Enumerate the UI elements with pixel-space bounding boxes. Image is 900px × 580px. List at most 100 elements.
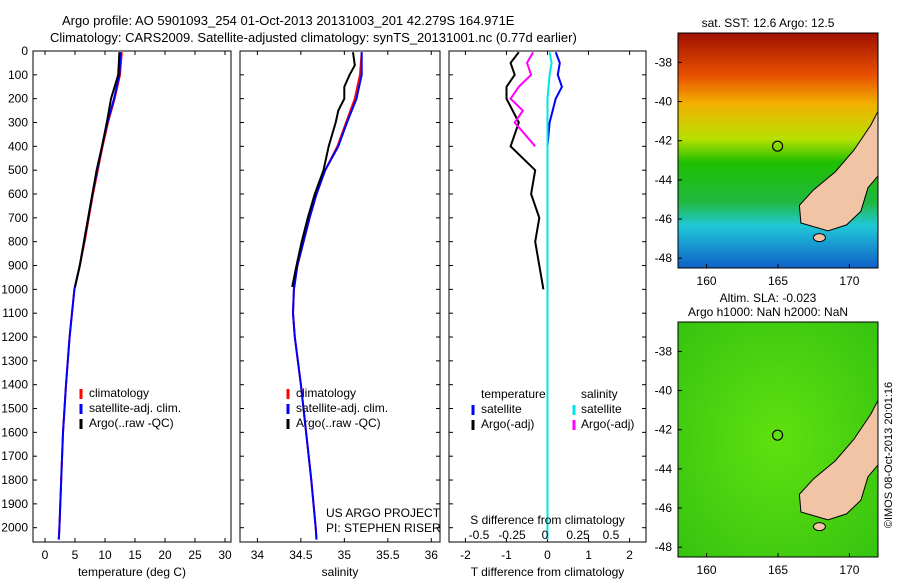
- x-tick-label: 1: [585, 548, 592, 562]
- sst-map-field: [677, 32, 879, 269]
- panel-difference: -2 -1 0 1 2T difference from climatology temp…: [448, 50, 647, 579]
- x-tick-label: 165: [768, 563, 788, 577]
- sst-map-landmass: [798, 111, 879, 232]
- y-tick-label: -46: [655, 501, 673, 515]
- y-tick-label: -40: [655, 95, 673, 109]
- y-tick-label: 1500: [1, 402, 28, 416]
- s-tick-label: -0.5: [469, 528, 490, 542]
- y-tick-label: 200: [8, 92, 28, 106]
- x-tick-label: 170: [839, 563, 859, 577]
- panel-salinity: 34 34.5 35 35.5 36 salinity climatologysatelli…: [239, 50, 441, 579]
- series-line-argo-raw-qc-: [291, 52, 356, 288]
- series-line-argo-adj-s: [509, 51, 536, 147]
- legend-title-temperature: temperature: [481, 387, 546, 401]
- header-line-2: Climatology: CARS2009. Satellite-adjuste…: [50, 30, 577, 45]
- sst-map-argo-marker: [771, 140, 784, 152]
- y-tick-label: -38: [655, 344, 673, 358]
- legend-label: Argo(-adj): [481, 417, 534, 431]
- y-tick-label: 100: [8, 68, 28, 82]
- s-tick-label: -0.25: [498, 528, 526, 542]
- x-tick-label: 25: [188, 548, 202, 562]
- y-tick-label: -38: [655, 55, 673, 69]
- x-tick-label: -2: [460, 548, 471, 562]
- y-tick-label: -42: [655, 134, 673, 148]
- y-tick-label: -48: [655, 251, 673, 265]
- x-tick-label: 36: [425, 548, 439, 562]
- x-tick-label: 165: [768, 274, 788, 288]
- y-tick-label: 300: [8, 116, 28, 130]
- legend-label: satellite-adj. clim.: [89, 401, 181, 415]
- y-tick-label: 1000: [1, 282, 28, 296]
- y-tick-label: 900: [8, 259, 28, 273]
- x-tick-label: 15: [128, 548, 142, 562]
- y-tick-label: 1200: [1, 330, 28, 344]
- x-axis-label: temperature (deg C): [78, 565, 186, 579]
- imos-stamp: ©IMOS 08-Oct-2013 20:01:16: [883, 382, 895, 528]
- legend-label: climatology: [296, 386, 356, 400]
- y-tick-label: -44: [655, 173, 673, 187]
- y-tick-label: 1400: [1, 378, 28, 392]
- x-tick-label: 10: [98, 548, 112, 562]
- sla-map-landmass: [798, 400, 879, 521]
- x-tick-label: 170: [839, 274, 859, 288]
- y-tick-label: -46: [655, 212, 673, 226]
- legend-label: Argo(..raw -QC): [89, 416, 174, 430]
- y-tick-label: -48: [655, 540, 673, 554]
- y-tick-label: 2000: [1, 521, 28, 535]
- x-tick-label: 160: [697, 563, 717, 577]
- sla-map-field: [677, 321, 879, 558]
- y-tick-label: 700: [8, 211, 28, 225]
- x-tick-label: 34: [251, 548, 265, 562]
- y-tick-label: -44: [655, 462, 673, 476]
- x-axis-label: salinity: [322, 565, 359, 579]
- project-label: US ARGO PROJECT: [326, 506, 441, 520]
- y-tick-label: -42: [655, 423, 673, 437]
- series-line-argo-raw-qc-: [74, 52, 121, 288]
- header-line-1: Argo profile: AO 5901093_254 01-Oct-2013…: [62, 13, 515, 28]
- top-axis-label: S difference from climatology: [470, 513, 625, 527]
- y-tick-label: 1100: [2, 306, 28, 320]
- y-tick-label: 600: [8, 187, 28, 201]
- sst-map: sat. SST: 12.6 Argo: 12.5 -38 -40 -42 -44 -46…: [655, 16, 879, 288]
- y-tick-label: 1300: [1, 354, 28, 368]
- x-tick-label: 2: [626, 548, 633, 562]
- y-tick-label: 1800: [1, 473, 28, 487]
- s-tick-label: 0.5: [603, 528, 620, 542]
- x-tick-label: 160: [697, 274, 717, 288]
- x-tick-label: 5: [72, 548, 79, 562]
- legend-label: satellite-adj. clim.: [296, 401, 388, 415]
- y-tick-label: 500: [8, 163, 28, 177]
- y-tick-label: 0: [21, 44, 28, 58]
- x-axis-label: T difference from climatology: [471, 565, 625, 579]
- panel-temperature: 0 5 10 15 20 25 300100200300400500600700800900…: [1, 44, 232, 579]
- y-tick-label: 400: [8, 139, 28, 153]
- x-tick-label: -1: [501, 548, 512, 562]
- y-tick-label: 1900: [1, 497, 28, 511]
- x-tick-label: 35.5: [376, 548, 400, 562]
- sla-map-title-1: Argo h1000: NaN h2000: NaN: [688, 305, 848, 319]
- y-tick-label: 800: [8, 235, 28, 249]
- pi-label: PI: STEPHEN RISER: [326, 521, 441, 535]
- panel-frame: [32, 50, 232, 543]
- panel-frame: [239, 50, 441, 543]
- series-line-satellite-adj-clim-: [291, 52, 363, 540]
- x-tick-label: 0: [544, 548, 551, 562]
- legend-label: Argo(-adj): [581, 417, 634, 431]
- sla-map-title-0: Altim. SLA: -0.023: [720, 291, 817, 305]
- legend-label: Argo(..raw -QC): [296, 416, 381, 430]
- x-tick-label: 35: [338, 548, 352, 562]
- series-line-argo-adj-t: [505, 51, 545, 290]
- legend-title-salinity: salinity: [581, 387, 618, 401]
- legend-label: satellite: [481, 402, 522, 416]
- s-tick-label: 0: [542, 528, 549, 542]
- x-tick-label: 0: [42, 548, 49, 562]
- sst-map-title-0: sat. SST: 12.6 Argo: 12.5: [702, 16, 835, 30]
- x-tick-label: 20: [158, 548, 172, 562]
- x-tick-label: 34.5: [289, 548, 313, 562]
- y-tick-label: 1600: [1, 425, 28, 439]
- sla-map-argo-marker: [771, 429, 784, 441]
- y-tick-label: 1700: [1, 449, 28, 463]
- y-tick-label: -40: [655, 384, 673, 398]
- legend-label: climatology: [89, 386, 149, 400]
